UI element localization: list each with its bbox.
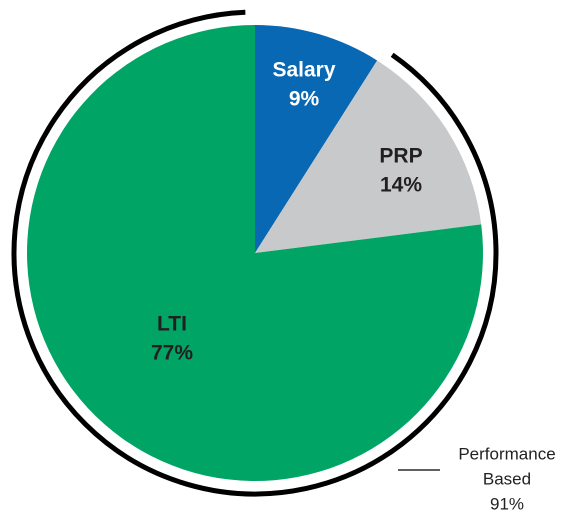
slice-label: PRP xyxy=(379,145,422,168)
bracket-arc xyxy=(11,9,499,497)
slice-value: 77% xyxy=(151,342,193,365)
annotation-text: Based xyxy=(483,469,531,488)
pie-slice xyxy=(255,25,378,253)
pie-slice xyxy=(26,25,483,482)
annotation-value: 91% xyxy=(490,494,524,513)
slice-label: LTI xyxy=(157,313,187,336)
slice-value: 14% xyxy=(380,174,422,197)
annotation-text: Performance xyxy=(458,444,555,463)
pie-slice xyxy=(255,60,482,254)
slice-label: Salary xyxy=(272,59,335,82)
slice-value: 9% xyxy=(289,88,320,111)
